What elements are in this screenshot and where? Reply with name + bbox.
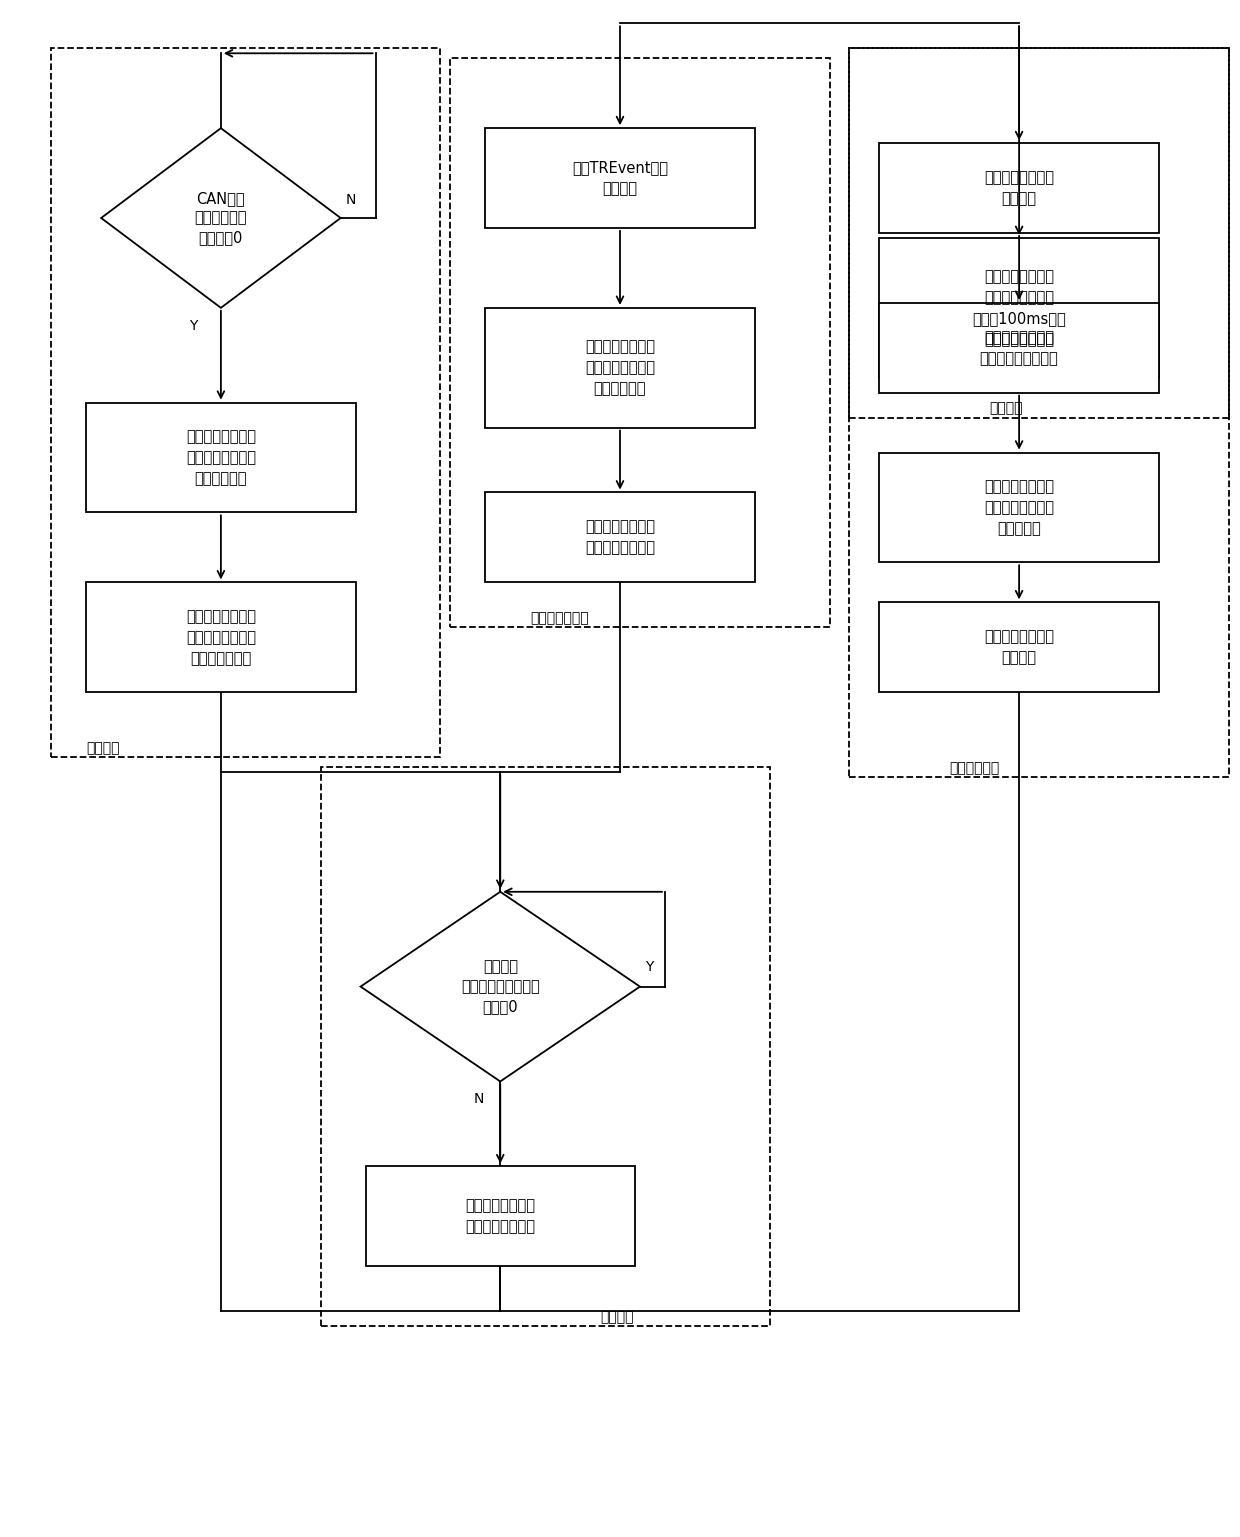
Text: 按照总线接口协议
将总线数据转化为
界面显示数据: 按照总线接口协议 将总线数据转化为 界面显示数据 [585,340,655,397]
Text: 判断数据
接收线程内数据个数
是否为0: 判断数据 接收线程内数据个数 是否为0 [461,959,539,1014]
Text: 数据接收: 数据接收 [87,741,120,755]
Text: 将数组中数据赋值
给波形图: 将数组中数据赋值 给波形图 [985,629,1054,666]
Text: 指令、数据解析: 指令、数据解析 [531,612,589,626]
Text: 调用文件读取模块
进行批量数据读取
赋值给数组: 调用文件读取模块 进行批量数据读取 赋值给数组 [985,480,1054,536]
Text: 将处理后数据赋给
界面显示局部变量: 将处理后数据赋给 界面显示局部变量 [585,520,655,555]
Text: 从硬盘中导入数据
存储文件: 从硬盘中导入数据 存储文件 [985,171,1054,206]
Text: N: N [346,194,356,207]
Polygon shape [102,128,341,307]
Text: N: N [474,1093,484,1107]
Text: CAN控制
器缓存内数据
个数不为0: CAN控制 器缓存内数据 个数不为0 [195,191,247,246]
Text: 解析存储队列中的
数据写入文本文件: 解析存储队列中的 数据写入文本文件 [465,1199,536,1234]
FancyBboxPatch shape [87,403,356,512]
FancyBboxPatch shape [879,143,1159,234]
Text: 解析TREvent动态
用户事件: 解析TREvent动态 用户事件 [572,160,668,197]
FancyBboxPatch shape [485,492,755,583]
FancyBboxPatch shape [879,303,1159,392]
FancyBboxPatch shape [485,307,755,427]
FancyBboxPatch shape [879,238,1159,378]
Text: 逐个将接收到的总
线数据进行组帧并
入数据接收线程: 逐个将接收到的总 线数据进行组帧并 入数据接收线程 [186,609,255,666]
Polygon shape [361,891,640,1082]
Text: Y: Y [188,318,197,334]
Text: 历史数据查询: 历史数据查询 [950,761,999,775]
Text: Y: Y [645,959,653,973]
FancyBboxPatch shape [879,452,1159,563]
FancyBboxPatch shape [485,128,755,227]
FancyBboxPatch shape [879,603,1159,692]
FancyBboxPatch shape [366,1167,635,1266]
Text: 曲线绘制: 曲线绘制 [990,401,1023,415]
FancyBboxPatch shape [87,583,356,692]
Text: 逐个将接收到的总
线数据进行组帧并
触发用户事件: 逐个将接收到的总 线数据进行组帧并 触发用户事件 [186,429,255,486]
Text: 对文件属性（读取
数据个数）进行设置: 对文件属性（读取 数据个数）进行设置 [980,330,1059,366]
Text: 将同类界面显示局
部变量进行组帧并
以周期100ms为单
位发送给波形图表: 将同类界面显示局 部变量进行组帧并 以周期100ms为单 位发送给波形图表 [972,269,1066,347]
Text: 数据存储: 数据存储 [600,1310,634,1323]
